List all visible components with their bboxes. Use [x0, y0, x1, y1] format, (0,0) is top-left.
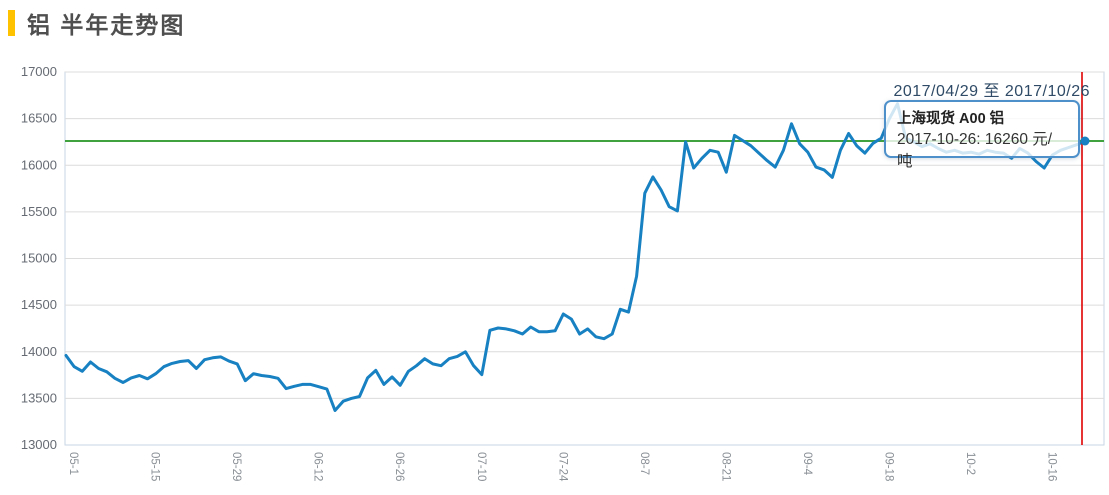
x-axis-label: 05-1 — [67, 452, 79, 475]
gridlines — [65, 71, 1104, 399]
x-axis-label: 05-29 — [230, 452, 242, 481]
x-axis-label: 06-12 — [312, 452, 324, 481]
y-axis-label: 15500 — [21, 204, 57, 219]
y-axis-label: 17000 — [21, 64, 57, 79]
x-axis-label: 07-24 — [556, 452, 568, 482]
last-point-marker — [1080, 136, 1090, 146]
tooltip: 上海现货 A00 铝 2017-10-26: 16260 元/吨 — [884, 100, 1080, 170]
page-header: 铝 半年走势图 — [8, 8, 185, 38]
y-axis-label: 16000 — [21, 157, 57, 172]
y-axis-labels: 17000 16500 16000 15500 15000 14500 14000 13500… — [21, 64, 57, 452]
x-axis-label: 05-15 — [149, 452, 161, 481]
x-axis-labels: 05-1 05-15 05-29 06-12 06-26 07-10 07-24 08-7 08… — [67, 452, 1057, 482]
y-axis-label: 14000 — [21, 344, 57, 359]
y-axis-label: 13500 — [21, 390, 57, 405]
x-axis-label: 07-10 — [475, 452, 487, 481]
y-axis-label: 14500 — [21, 297, 57, 312]
x-axis-label: 10-2 — [964, 452, 976, 475]
x-axis-label: 09-18 — [882, 452, 894, 481]
tooltip-series-name: 上海现货 A00 铝 — [897, 111, 1005, 127]
x-axis-label: 09-4 — [801, 452, 813, 476]
y-axis-label: 13000 — [21, 437, 57, 452]
y-axis-label: 15000 — [21, 251, 57, 266]
title-accent-bar — [8, 10, 15, 36]
x-axis-label: 10-16 — [1045, 452, 1057, 481]
x-axis-label: 06-26 — [393, 452, 405, 481]
x-axis-label: 08-7 — [638, 452, 650, 475]
date-range-label: 2017/04/29 至 2017/10/26 — [893, 83, 1090, 100]
x-axis-label: 08-21 — [719, 452, 731, 481]
page-title: 铝 半年走势图 — [27, 12, 186, 38]
tooltip-value: 2017-10-26: 16260 元/吨 — [897, 131, 1053, 170]
y-axis-label: 16500 — [21, 111, 57, 126]
